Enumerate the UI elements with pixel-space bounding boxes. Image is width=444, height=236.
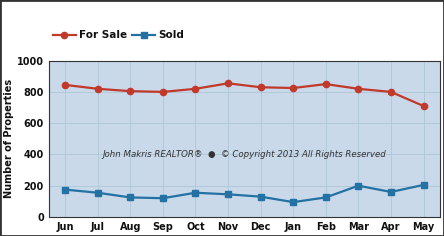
Y-axis label: Number of Properties: Number of Properties [4,79,14,198]
Text: John Makris REALTOR®  ●  © Copyright 2013 All Rights Reserved: John Makris REALTOR® ● © Copyright 2013 … [103,150,386,159]
Legend: For Sale, Sold: For Sale, Sold [49,26,188,45]
